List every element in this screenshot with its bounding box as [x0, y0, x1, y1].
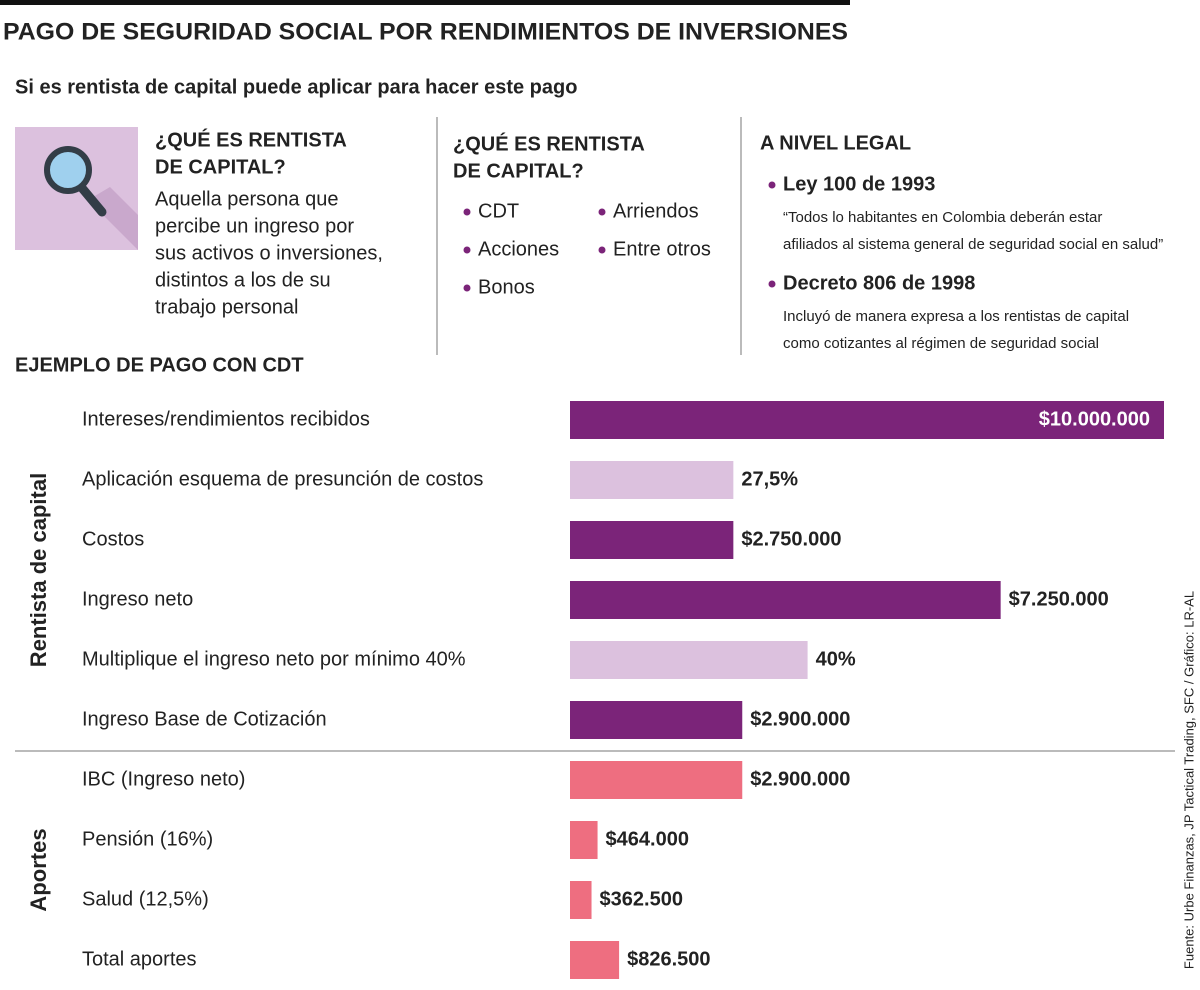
value-label: 40% — [816, 648, 856, 670]
heading: DE CAPITAL? — [453, 160, 584, 182]
bullet — [463, 284, 471, 292]
bar — [570, 521, 734, 559]
bar — [570, 701, 743, 739]
group-label: Aportes — [26, 828, 51, 911]
bar — [570, 761, 743, 799]
list-item: Bonos — [478, 276, 535, 298]
bullet — [768, 181, 776, 189]
list-item: CDT — [478, 200, 519, 222]
body-text: distintos a los de su — [155, 269, 331, 291]
bar — [570, 401, 1164, 439]
category-label: Intereses/rendimientos recibidos — [82, 408, 370, 430]
bar — [570, 881, 592, 919]
body-text: Aquella persona que — [155, 188, 338, 210]
list-item: Entre otros — [613, 238, 711, 260]
bar — [570, 641, 808, 679]
list-item: Arriendos — [613, 200, 699, 222]
value-label: $7.250.000 — [1009, 588, 1109, 610]
body-text: percibe un ingreso por — [155, 215, 354, 237]
value-label: $10.000.000 — [1039, 408, 1150, 430]
heading: A NIVEL LEGAL — [760, 132, 911, 154]
bullet — [463, 246, 471, 254]
category-label: Ingreso neto — [82, 588, 193, 610]
value-label: $2.900.000 — [750, 708, 850, 730]
group-label: Rentista de capital — [26, 473, 51, 667]
search-icon — [15, 127, 138, 250]
law-text: “Todos lo habitantes en Colombia deberán… — [783, 209, 1102, 226]
value-label: 27,5% — [741, 468, 798, 490]
category-label: Aplicación esquema de presunción de cost… — [82, 468, 483, 490]
bullet — [463, 208, 471, 216]
title: PAGO DE SEGURIDAD SOCIAL POR RENDIMIENTO… — [3, 18, 848, 45]
bullet — [598, 246, 606, 254]
value-label: $464.000 — [606, 828, 689, 850]
subtitle: Si es rentista de capital puede aplicar … — [15, 76, 577, 98]
category-label: Total aportes — [82, 948, 197, 970]
body-text: trabajo personal — [155, 296, 298, 318]
category-label: Pensión (16%) — [82, 828, 213, 850]
value-label: $2.900.000 — [750, 768, 850, 790]
bullet — [598, 208, 606, 216]
bar — [570, 461, 734, 499]
bar — [570, 941, 620, 979]
law-name: Decreto 806 de 1998 — [783, 272, 975, 294]
bar — [570, 821, 598, 859]
law-text: afiliados al sistema general de segurida… — [783, 236, 1163, 253]
heading: ¿QUÉ ES RENTISTA — [155, 128, 347, 151]
value-label: $2.750.000 — [741, 528, 841, 550]
list-item: Acciones — [478, 238, 559, 260]
body-text: sus activos o inversiones, — [155, 242, 383, 264]
category-label: Salud (12,5%) — [82, 888, 209, 910]
source: Fuente: Urbe Finanzas, JP Tactical Tradi… — [1181, 591, 1196, 969]
category-label: Ingreso Base de Cotización — [82, 708, 327, 730]
value-label: $362.500 — [600, 888, 683, 910]
value-label: $826.500 — [627, 948, 710, 970]
bullet — [768, 280, 776, 288]
heading: ¿QUÉ ES RENTISTA — [453, 132, 645, 155]
category-label: Multiplique el ingreso neto por mínimo 4… — [82, 648, 466, 670]
law-text: Incluyó de manera expresa a los rentista… — [783, 308, 1129, 325]
heading: DE CAPITAL? — [155, 156, 286, 178]
top-rule — [0, 0, 850, 5]
law-name: Ley 100 de 1993 — [783, 173, 935, 195]
category-label: Costos — [82, 528, 144, 550]
law-text: como cotizantes al régimen de seguridad … — [783, 335, 1099, 352]
bar — [570, 581, 1001, 619]
chart-title: EJEMPLO DE PAGO CON CDT — [15, 354, 304, 376]
category-label: IBC (Ingreso neto) — [82, 768, 245, 790]
